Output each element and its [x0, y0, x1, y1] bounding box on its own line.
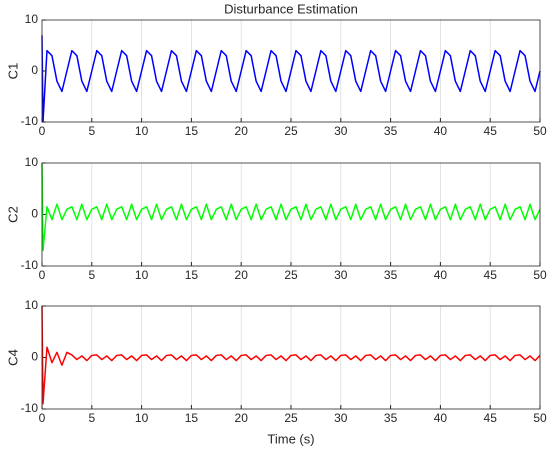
x-tick-label: 40 — [434, 411, 448, 425]
x-tick-label: 30 — [334, 124, 348, 138]
x-tick-label: 0 — [39, 124, 46, 138]
x-tick-label: 30 — [334, 411, 348, 425]
y-tick-label: 0 — [31, 207, 38, 221]
y-tick-label: 0 — [31, 350, 38, 364]
chart-title: Disturbance Estimation — [224, 1, 358, 16]
x-tick-label: 25 — [284, 411, 298, 425]
y-axis-label: C1 — [5, 63, 20, 80]
y-tick-label: -10 — [21, 114, 39, 128]
x-tick-label: 35 — [384, 268, 398, 282]
x-tick-label: 35 — [384, 411, 398, 425]
y-axis-label: C4 — [5, 349, 20, 366]
x-tick-label: 0 — [39, 411, 46, 425]
y-tick-label: 10 — [25, 298, 39, 312]
axes-box — [41, 162, 541, 267]
x-axis-label: Time (s) — [267, 431, 314, 446]
axes-box — [41, 19, 541, 123]
y-tick-label: -10 — [21, 401, 39, 415]
x-tick-label: 20 — [235, 411, 249, 425]
y-tick-label: 10 — [25, 155, 39, 169]
x-tick-label: 5 — [88, 124, 95, 138]
x-tick-label: 40 — [434, 124, 448, 138]
x-tick-label: 35 — [384, 124, 398, 138]
line — [41, 305, 541, 405]
axes-box — [41, 305, 541, 410]
y-tick-label: 0 — [31, 63, 38, 77]
x-tick-label: 20 — [235, 268, 249, 282]
x-tick-label: 45 — [484, 124, 498, 138]
x-tick-label: 50 — [533, 411, 547, 425]
x-tick-label: 50 — [533, 268, 547, 282]
x-tick-label: 5 — [88, 411, 95, 425]
x-tick-label: 50 — [533, 124, 547, 138]
x-tick-label: 0 — [39, 268, 46, 282]
x-tick-label: 45 — [484, 268, 498, 282]
x-tick-label: 30 — [334, 268, 348, 282]
x-tick-label: 10 — [135, 268, 149, 282]
y-axis-label: C2 — [5, 206, 20, 223]
x-tick-label: 10 — [135, 124, 149, 138]
y-tick-label: 10 — [25, 12, 39, 26]
x-tick-label: 15 — [185, 411, 199, 425]
line — [41, 35, 541, 123]
x-tick-label: 45 — [484, 411, 498, 425]
y-tick-label: -10 — [21, 258, 39, 272]
x-tick-label: 15 — [185, 124, 199, 138]
x-tick-label: 40 — [434, 268, 448, 282]
line — [41, 162, 541, 252]
x-tick-label: 10 — [135, 411, 149, 425]
x-tick-label: 25 — [284, 124, 298, 138]
x-tick-label: 15 — [185, 268, 199, 282]
x-tick-label: 25 — [284, 268, 298, 282]
x-tick-label: 20 — [235, 124, 249, 138]
x-tick-label: 5 — [88, 268, 95, 282]
